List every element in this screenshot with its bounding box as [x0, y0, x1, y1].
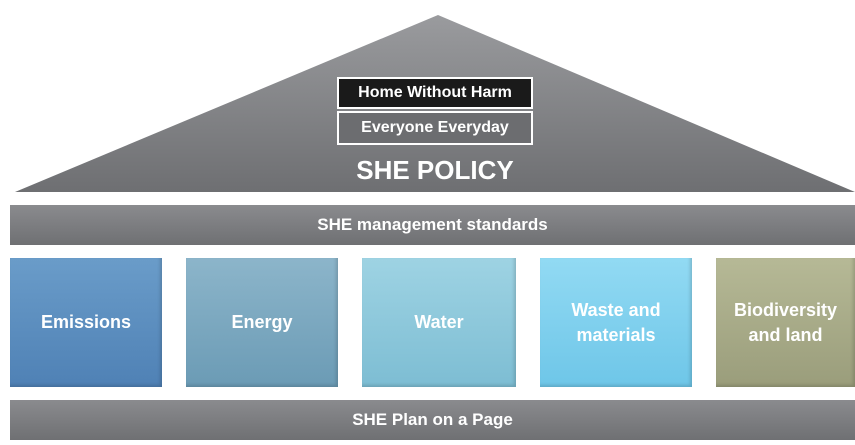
roof-label: Home Without Harm — [337, 77, 533, 109]
standards-band: SHE management standards — [10, 205, 855, 245]
pillar: Energy — [186, 258, 338, 387]
base-band: SHE Plan on a Page — [10, 400, 855, 440]
pillar: Waste and materials — [540, 258, 692, 387]
roof-title: SHE POLICY — [356, 154, 514, 185]
pillar: Water — [362, 258, 516, 387]
pillar: Biodiversity and land — [716, 258, 855, 387]
pillar: Emissions — [10, 258, 162, 387]
roof-label: Everyone Everyday — [337, 111, 533, 145]
